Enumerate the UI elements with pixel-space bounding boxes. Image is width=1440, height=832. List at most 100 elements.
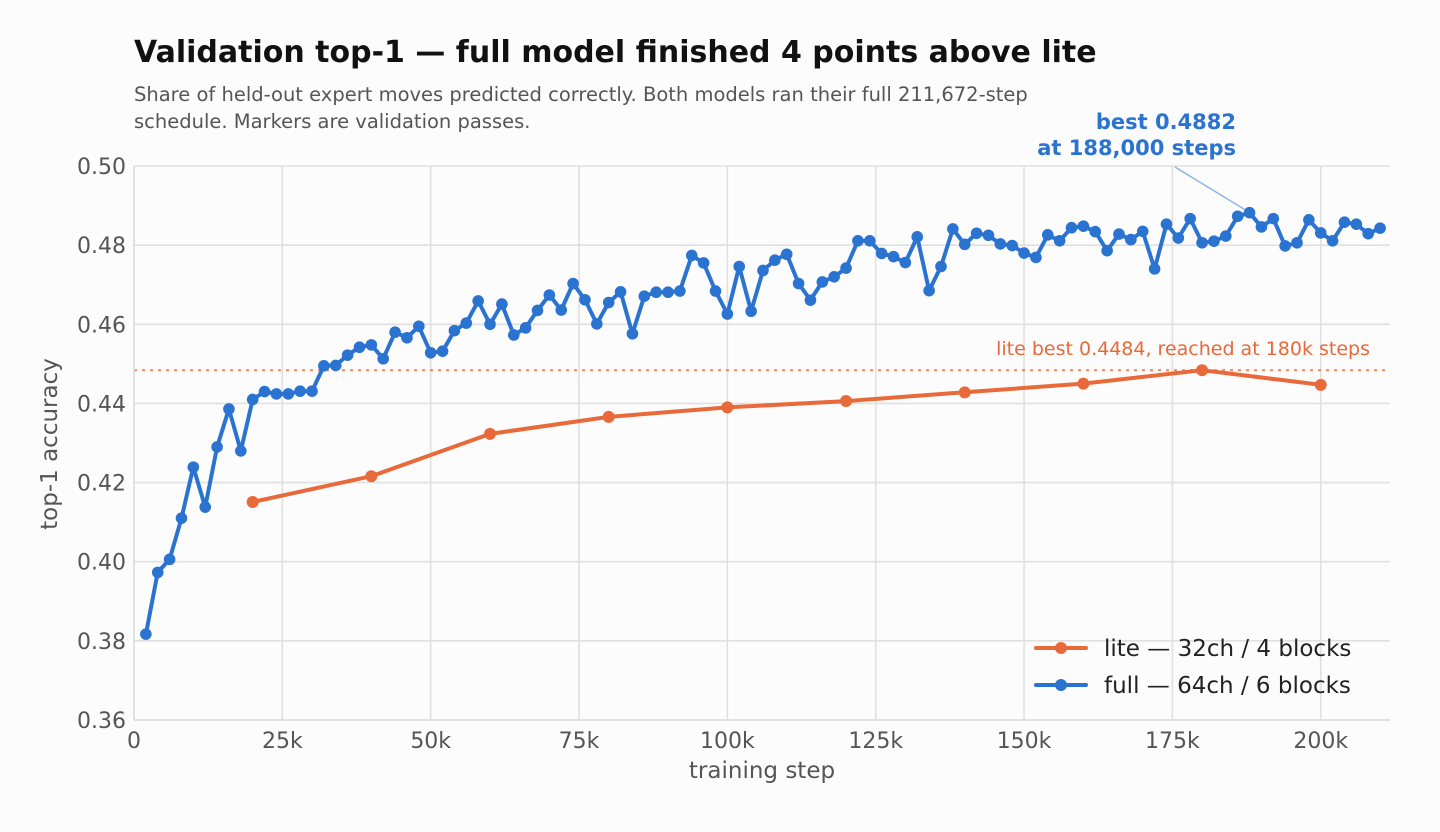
grid [133,165,1390,721]
data-point-full [994,238,1007,250]
x-tick-label: 150k [997,729,1052,754]
data-point-full [1089,225,1102,238]
y-tick-label: 0.38 [77,630,126,655]
data-point-full [496,298,508,310]
data-point-full [982,229,995,242]
data-point-lite [840,395,853,408]
data-point-full [223,403,235,415]
data-point-full [1196,236,1208,249]
data-point-lite [1196,364,1209,377]
data-point-full [246,393,259,406]
data-point-lite [958,386,971,399]
data-point-full [1125,233,1137,246]
x-axis-label: training step [689,758,835,784]
data-point-lite [721,401,734,414]
data-point-full [1041,229,1054,241]
annotation-best-line-2: at 188,000 steps [1037,136,1236,160]
data-point-full [935,260,947,273]
data-point-full [792,277,805,290]
data-point-full [697,257,710,269]
data-point-full [341,349,354,361]
data-point-lite [1314,378,1327,391]
chart-title: Validation top-1 — full model finished 4… [134,35,1097,70]
y-tick-label: 0.50 [77,155,126,180]
data-point-full [650,286,662,299]
data-point-full [733,260,746,273]
series-line-lite [250,368,1323,504]
data-point-full [1314,227,1327,239]
y-tick-label: 0.40 [77,551,126,576]
data-point-full [887,250,900,263]
data-point-full [472,295,484,307]
annotation-best-line-1: best 0.4882 [1096,110,1236,134]
data-point-full [875,247,888,260]
data-point-full [863,234,876,247]
y-axis-label: top-1 accuracy [37,358,63,530]
data-point-full [721,308,734,320]
data-point-full [1018,247,1030,259]
y-tick-label: 0.42 [77,472,126,497]
data-point-full [1160,218,1173,230]
data-point-full [306,385,318,397]
y-tick-label: 0.48 [77,234,126,259]
data-point-full [923,284,935,297]
data-point-lite [1077,377,1090,390]
data-point-full [187,461,200,473]
data-point-full [1231,210,1244,223]
data-point-full [1077,220,1090,232]
x-tick-label: 25k [262,729,303,754]
data-point-full [1172,232,1185,244]
y-tick-label: 0.36 [77,709,126,734]
data-point-full [329,359,342,372]
data-point-full [1362,227,1375,240]
data-point-full [519,322,532,334]
data-point-full [662,286,674,299]
data-point-full [1065,221,1078,234]
data-point-lite [365,470,378,483]
data-point-full [1279,240,1291,252]
legend-label-full: full — 64ch / 6 blocks [1104,673,1351,699]
y-tick-label: 0.44 [77,392,126,417]
data-point-full [1326,234,1339,247]
data-point-full [638,290,651,302]
data-point-lite [602,410,615,423]
data-point-full [1053,234,1066,247]
data-point-full [1303,214,1315,226]
x-tick-label: 175k [1145,729,1200,754]
annotation-leader [1174,166,1247,212]
data-point-full [970,227,983,240]
y-tick-label: 0.46 [77,313,126,338]
data-point-full [602,296,615,309]
data-point-full [626,327,639,340]
data-point-full [685,249,698,262]
data-point-full [1136,225,1149,238]
data-point-full [674,285,686,297]
data-point-full [1006,239,1018,252]
data-point-full [1350,218,1363,230]
x-tick-label: 125k [848,729,903,754]
data-point-full [1255,221,1268,233]
chart-subtitle-line-1: Share of held-out expert moves predicted… [134,83,1028,106]
data-point-full [211,441,223,453]
x-tick-label: 200k [1293,729,1348,754]
data-point-full [899,256,912,269]
data-point-full [1101,244,1113,257]
data-point-full [840,262,852,274]
data-point-full [1374,222,1386,234]
data-point-full [424,346,437,359]
data-point-full [614,286,627,298]
data-point-full [258,385,271,398]
data-point-full [591,318,603,330]
data-point-full [318,360,330,372]
data-point-full [947,223,959,235]
series-group [140,206,1386,640]
data-point-full [448,324,461,337]
data-point-full [1030,251,1042,264]
data-point-full [958,238,971,251]
data-point-full [365,339,378,351]
x-tick-label: 75k [559,729,600,754]
reference-line-label: lite best 0.4484, reached at 180k steps [996,338,1370,360]
legend: lite — 32ch / 4 blocks full — 64ch / 6 bl… [1034,636,1351,699]
